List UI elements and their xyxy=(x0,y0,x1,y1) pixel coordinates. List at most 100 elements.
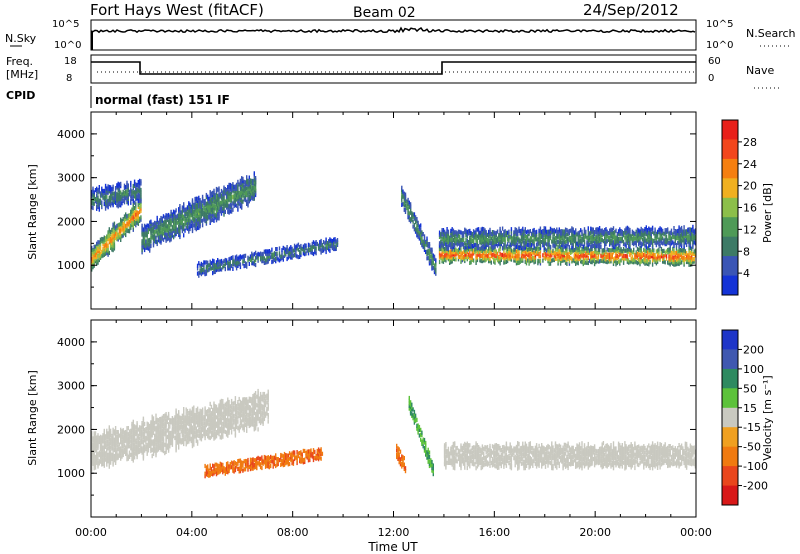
power-cell xyxy=(311,241,313,246)
power-cell xyxy=(319,244,321,250)
power-cell xyxy=(188,212,190,217)
power-cell xyxy=(638,252,640,257)
power-cell xyxy=(215,207,218,212)
power-cell xyxy=(609,257,611,262)
power-cell xyxy=(107,190,109,195)
power-cell xyxy=(615,249,617,254)
power-cell xyxy=(98,187,100,192)
power-cell xyxy=(620,247,622,252)
power-cell xyxy=(117,193,119,198)
power-cell xyxy=(257,258,259,263)
power-cell xyxy=(136,194,138,199)
power-cell xyxy=(508,251,510,256)
power-cell xyxy=(469,253,471,258)
power-cell xyxy=(109,201,112,206)
power-cell xyxy=(422,244,424,249)
vel-cell xyxy=(161,432,163,438)
power-cell xyxy=(447,250,450,255)
power-cell xyxy=(447,257,450,262)
power-cell xyxy=(452,228,455,233)
power-cell xyxy=(135,221,137,226)
power-cell xyxy=(103,201,105,207)
power-cell xyxy=(446,255,448,260)
power-cell xyxy=(669,241,671,246)
vel-cell xyxy=(121,448,123,453)
power-cell xyxy=(199,222,201,227)
power-cell xyxy=(625,231,627,236)
power-cell xyxy=(98,205,100,210)
vel-cell xyxy=(166,419,168,425)
power-cell xyxy=(490,251,492,256)
power-cell xyxy=(452,238,455,243)
power-cell xyxy=(462,257,465,262)
power-cell xyxy=(227,263,229,268)
power-cell xyxy=(125,214,127,219)
power-cell xyxy=(486,249,489,254)
power-cell xyxy=(222,260,224,265)
power-cell xyxy=(438,232,441,237)
power-cell xyxy=(687,257,689,262)
power-cell xyxy=(207,216,209,221)
power-cell xyxy=(251,178,253,183)
power-cell xyxy=(616,260,618,266)
power-cell xyxy=(121,218,123,223)
power-cell xyxy=(481,256,484,261)
power-cell xyxy=(559,245,562,250)
power-cell xyxy=(559,229,562,234)
power-cell xyxy=(293,246,296,251)
power-cell xyxy=(446,229,448,234)
power-cell xyxy=(593,241,596,246)
power-cell xyxy=(578,245,581,250)
power-cell xyxy=(230,263,233,269)
vel-cell xyxy=(96,452,98,457)
power-cell xyxy=(558,255,560,260)
power-cell xyxy=(312,240,315,245)
power-cell xyxy=(111,191,113,196)
power-cell xyxy=(114,194,117,199)
power-cell xyxy=(688,238,690,243)
power-cell xyxy=(578,247,581,252)
power-cell xyxy=(127,185,129,190)
power-cell xyxy=(130,216,132,221)
power-cell xyxy=(143,236,146,242)
power-cell xyxy=(552,250,554,256)
power-cell xyxy=(198,273,200,278)
power-cell xyxy=(186,205,189,210)
power-cell xyxy=(161,234,163,239)
power-cell xyxy=(678,255,680,260)
power-cell xyxy=(645,254,647,259)
power-cell xyxy=(321,242,324,248)
power-cell xyxy=(675,236,678,241)
vel-cell xyxy=(96,435,98,440)
power-cell xyxy=(472,251,475,256)
power-cell xyxy=(506,249,509,254)
power-cell xyxy=(257,256,259,261)
power-cell xyxy=(125,223,127,228)
power-cell xyxy=(297,255,300,260)
power-cell xyxy=(248,186,250,191)
power-cell xyxy=(249,180,252,185)
power-cell xyxy=(596,256,598,261)
power-cell xyxy=(442,234,445,239)
power-cell xyxy=(229,191,231,196)
power-cell xyxy=(178,220,180,225)
power-cell xyxy=(590,257,592,262)
power-cell xyxy=(91,198,93,203)
power-cell xyxy=(189,213,191,218)
power-cell xyxy=(554,236,557,241)
power-cell xyxy=(180,218,182,224)
power-cell xyxy=(430,258,432,263)
power-cell xyxy=(477,231,480,236)
power-cell xyxy=(111,186,113,191)
power-cell xyxy=(157,227,160,232)
power-cell xyxy=(683,242,685,247)
power-cell xyxy=(470,231,472,236)
power-cell xyxy=(480,238,482,244)
power-cell xyxy=(515,254,518,259)
power-cell xyxy=(561,240,563,245)
vel-cell xyxy=(108,425,110,430)
power-cell xyxy=(266,260,268,265)
power-cell xyxy=(530,252,533,257)
power-cell xyxy=(150,226,152,231)
power-cell xyxy=(125,191,127,196)
